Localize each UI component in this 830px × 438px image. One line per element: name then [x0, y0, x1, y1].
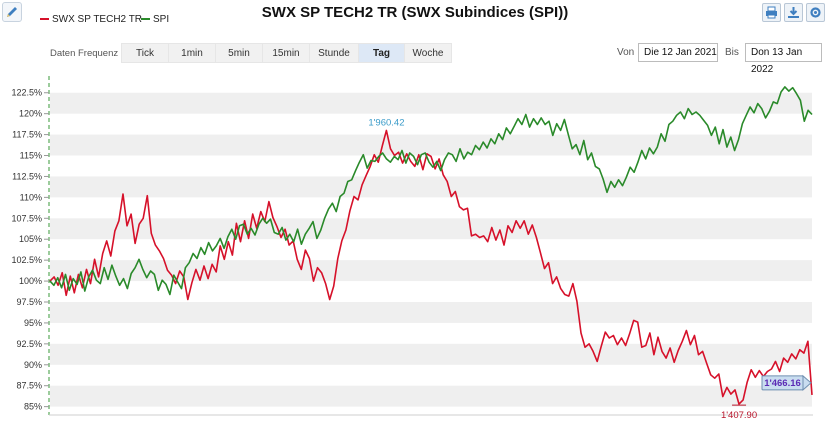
annotation-min: 1'407.90 [721, 410, 757, 421]
y-tick-label: 107.5% [11, 213, 42, 223]
tab-stunde[interactable]: Stunde [309, 43, 359, 63]
grid-band [50, 343, 812, 365]
annotation-last: 1'466.16 [764, 378, 801, 389]
y-tick-label: 120% [19, 109, 42, 119]
edit-button[interactable] [2, 2, 22, 22]
tab-15min[interactable]: 15min [262, 43, 310, 63]
settings-button[interactable] [806, 3, 825, 22]
grid-band [50, 260, 812, 282]
tab-tag[interactable]: Tag [358, 43, 405, 63]
y-tick-label: 117.5% [12, 130, 42, 140]
print-button[interactable] [762, 3, 781, 22]
last-value-pointer [802, 374, 812, 392]
to-label: Bis [725, 47, 739, 58]
y-tick-label: 102.5% [11, 255, 42, 265]
settings-icon [810, 7, 821, 18]
tab-1min[interactable]: 1min [168, 43, 216, 63]
y-tick-label: 122.5% [11, 88, 42, 98]
y-tick-label: 97.5% [16, 297, 42, 307]
y-tick-label: 95% [24, 318, 42, 328]
y-tick-label: 87.5% [16, 381, 42, 391]
grid-band [50, 385, 812, 407]
grid-band [50, 302, 812, 323]
legend-swatch-spi [141, 18, 150, 21]
legend-item-tech2[interactable]: SWX SP TECH2 TR [40, 14, 142, 25]
print-icon [766, 6, 777, 19]
download-icon [788, 7, 799, 18]
tab-woche[interactable]: Woche [404, 43, 452, 63]
y-tick-label: 110% [20, 192, 42, 202]
tab-5min[interactable]: 5min [215, 43, 263, 63]
from-date-input[interactable]: Die 12 Jan 2021 [638, 43, 718, 62]
y-tick-label: 105% [19, 234, 42, 244]
line-chart[interactable]: 85% 87.5% 90% 92.5% 95% 97.5% 100% 102.5% 105% 10… [0, 70, 830, 438]
legend-swatch-tech2 [40, 18, 49, 21]
tab-tick[interactable]: Tick [121, 43, 169, 63]
download-button[interactable] [784, 3, 803, 22]
y-tick-label: 100% [19, 276, 42, 286]
y-tick-label: 115% [20, 151, 42, 161]
legend-label-spi: SPI [153, 14, 170, 25]
grid-band [50, 176, 812, 198]
y-tick-label: 92.5% [16, 339, 42, 349]
from-label: Von [617, 47, 635, 58]
legend-label-tech2: SWX SP TECH2 TR [52, 14, 143, 25]
chart-title: SWX SP TECH2 TR (SWX Subindices (SPI)) [261, 4, 569, 21]
pencil-icon [7, 7, 17, 17]
grid-band [50, 218, 812, 240]
y-tick-label: 112.5% [12, 171, 42, 181]
y-tick-label: 90% [24, 360, 42, 370]
grid-band [50, 92, 812, 114]
grid-band [50, 134, 812, 156]
series-line-spi[interactable] [49, 86, 813, 296]
annotation-max: 1'960.42 [368, 117, 404, 128]
y-tick-label: 85% [24, 402, 42, 412]
frequency-label: Daten Frequenz [50, 48, 119, 59]
to-date-input[interactable]: Don 13 Jan 2022 [745, 43, 822, 75]
legend-item-spi[interactable]: SPI [141, 14, 169, 25]
